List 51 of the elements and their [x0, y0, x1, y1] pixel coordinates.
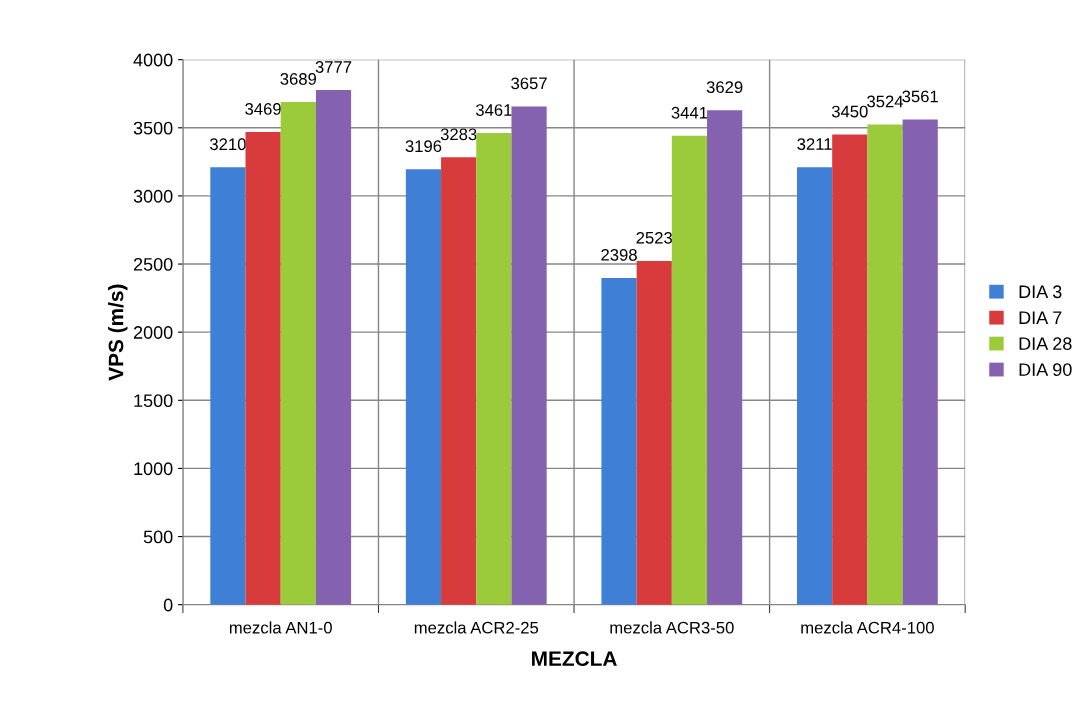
bar — [315, 90, 352, 605]
data-label: 3657 — [511, 77, 547, 90]
bar — [511, 106, 547, 605]
x-tick-label: mezcla ACR4-100 — [801, 621, 934, 634]
legend-label: DIA 3 — [1019, 285, 1062, 299]
data-label: 3561 — [902, 90, 938, 103]
y-tick-label: 2000 — [133, 326, 173, 339]
bar — [796, 167, 833, 605]
data-label: 3469 — [245, 103, 281, 115]
data-label: 3450 — [831, 105, 868, 118]
data-label: 3210 — [210, 138, 246, 151]
y-tick-label: 1000 — [134, 462, 173, 476]
bar — [476, 133, 512, 605]
data-label: 3629 — [706, 81, 743, 94]
data-label: 3196 — [405, 140, 442, 153]
x-tick-label: mezcla ACR3-50 — [610, 621, 734, 634]
y-tick-label: 3500 — [133, 121, 173, 135]
legend-label: DIA 90 — [1019, 363, 1072, 377]
bar — [210, 167, 246, 605]
data-label: 3211 — [797, 138, 832, 150]
x-axis-title: MEZCLA — [532, 651, 617, 667]
y-tick-label: 500 — [143, 530, 173, 544]
y-axis-title: VPS (m/s) — [108, 284, 128, 381]
x-tick-label: mezcla AN1-0 — [229, 621, 332, 634]
data-label: 3283 — [440, 128, 477, 141]
data-label: 3524 — [867, 95, 904, 108]
bar — [280, 102, 316, 605]
bar — [441, 157, 477, 605]
data-label: 2523 — [636, 231, 673, 244]
data-label: 3689 — [280, 73, 317, 85]
data-label: 2398 — [601, 248, 637, 261]
data-label: 3461 — [475, 104, 512, 116]
y-tick-label: 0 — [163, 598, 173, 612]
bar — [867, 124, 903, 605]
x-tick-label: mezcla ACR2-25 — [414, 621, 539, 634]
y-tick-label: 4000 — [133, 53, 173, 67]
bar — [707, 110, 743, 605]
y-tick-label: 2500 — [133, 257, 173, 271]
bar — [832, 134, 868, 605]
bar — [636, 260, 672, 605]
y-tick-label: 3000 — [133, 189, 173, 203]
data-label: 3441 — [671, 106, 708, 119]
legend-label: DIA 7 — [1019, 311, 1062, 324]
legend-label: DIA 28 — [1019, 337, 1072, 351]
bar — [902, 119, 938, 605]
data-label: 3777 — [315, 61, 352, 73]
bar — [671, 135, 708, 605]
y-tick-label: 1500 — [134, 394, 173, 408]
bar — [405, 169, 442, 605]
bar — [245, 132, 281, 605]
bar — [601, 277, 637, 605]
